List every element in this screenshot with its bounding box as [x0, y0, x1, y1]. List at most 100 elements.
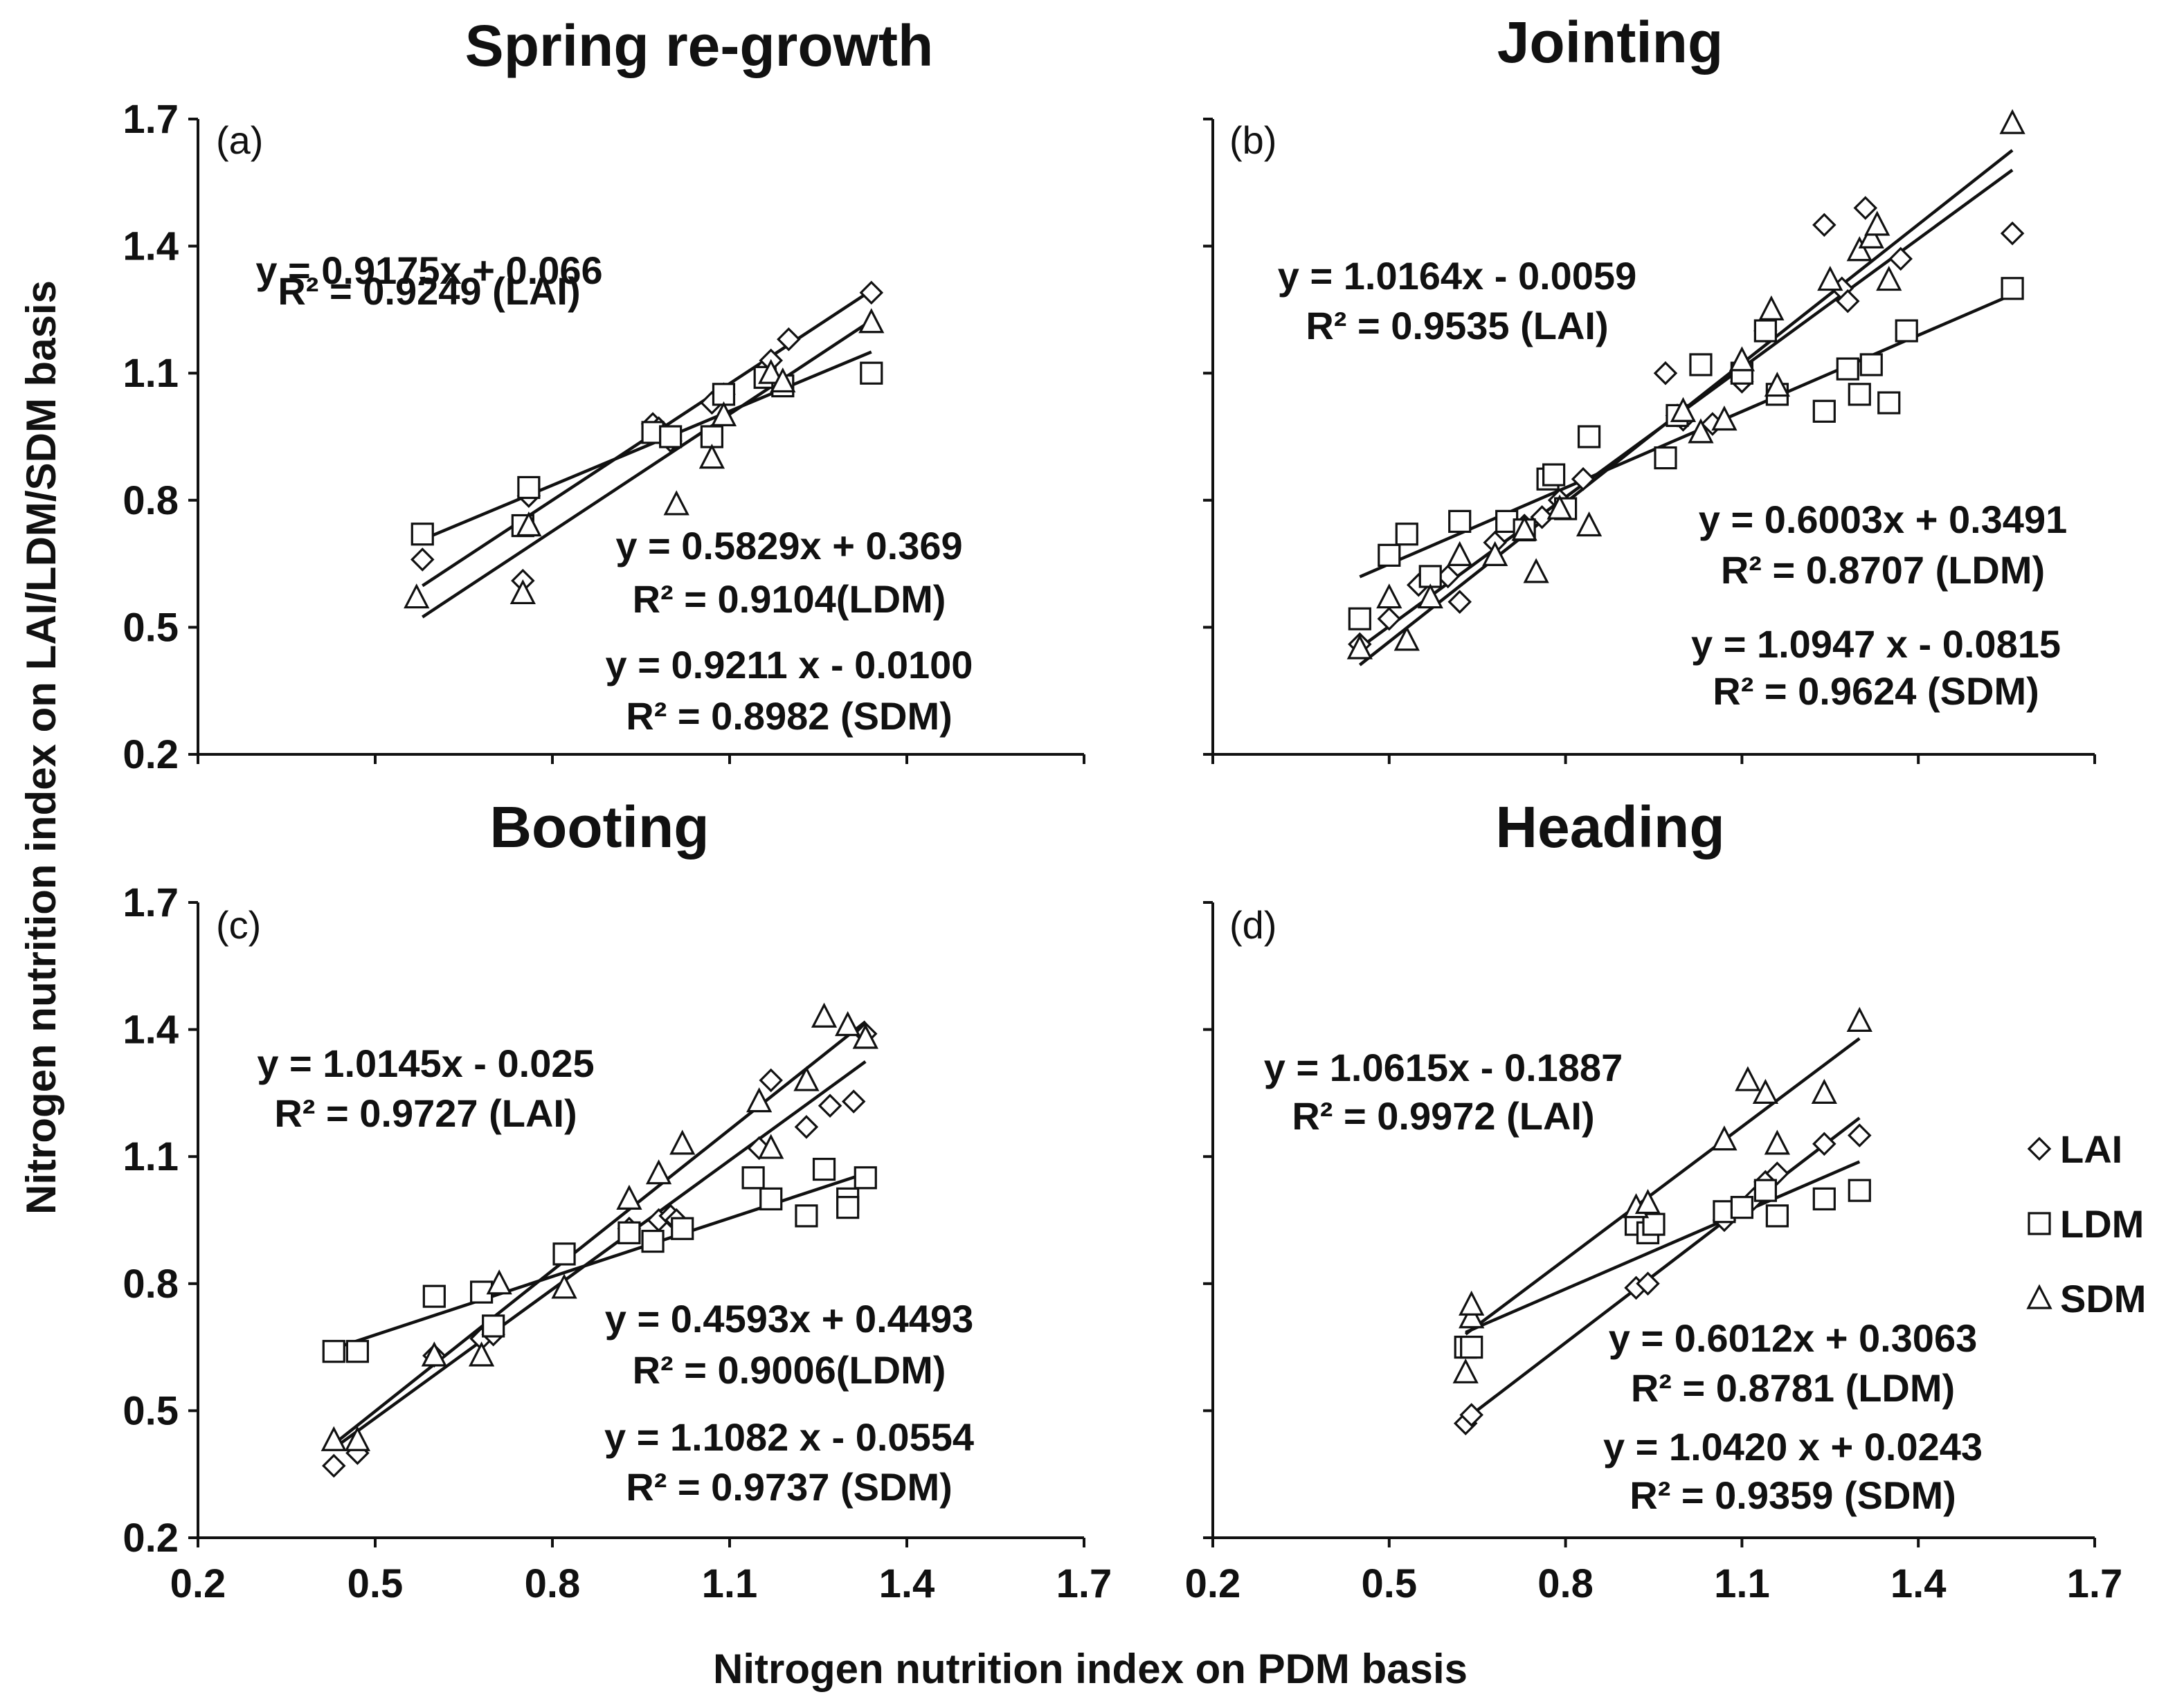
fit-line-ldm	[422, 350, 872, 541]
point-sdm	[852, 1024, 878, 1049]
point-lai	[322, 1453, 346, 1478]
point-sdm	[1670, 397, 1697, 422]
point-sdm	[404, 583, 430, 609]
y-tick-label: 0.2	[123, 732, 179, 777]
y-tick-label: 1.1	[123, 351, 179, 396]
fit-line-ldm	[1465, 1160, 1861, 1334]
point-sdm	[1688, 418, 1714, 444]
r-squared-label: R² = 0.9535 (LAI)	[1306, 304, 1608, 347]
legend-label-ldm: LDM	[2060, 1202, 2144, 1246]
y-tick-label: 0.5	[123, 605, 179, 650]
point-sdm	[645, 1159, 672, 1185]
y-tick-label: 1.7	[123, 97, 179, 142]
point-sdm	[1523, 558, 1549, 583]
point-sdm	[509, 579, 536, 605]
point-sdm	[1758, 295, 1785, 320]
x-tick-label: 0.2	[1185, 1561, 1241, 1606]
point-ldm	[1877, 391, 1901, 415]
point-ldm	[1542, 463, 1566, 487]
point-sdm	[710, 401, 737, 427]
regression-equation: y = 0.6012x + 0.3063	[1609, 1316, 1978, 1360]
point-ldm	[860, 361, 883, 385]
regression-equation: y = 0.9211 x - 0.0100	[606, 643, 973, 687]
point-ldm	[1448, 509, 1472, 534]
point-sdm	[321, 1426, 347, 1451]
point-sdm	[793, 1066, 820, 1091]
point-ldm	[659, 425, 683, 448]
point-sdm	[1811, 1078, 1837, 1105]
x-tick-label: 0.8	[525, 1561, 581, 1606]
point-ldm	[1753, 319, 1777, 343]
point-lai	[1765, 1161, 1789, 1185]
x-tick-label: 1.4	[1890, 1561, 1947, 1606]
point-sdm	[758, 1134, 784, 1159]
point-ldm	[795, 1204, 818, 1228]
point-lai	[759, 1068, 783, 1093]
point-lai	[1812, 212, 1836, 237]
regression-equation: y = 0.4593x + 0.4493	[605, 1297, 974, 1341]
point-sdm	[344, 1426, 371, 1451]
x-tick-label: 0.2	[170, 1561, 226, 1606]
point-lai	[859, 280, 884, 305]
r-squared-label: R² = 0.8982 (SDM)	[626, 694, 953, 738]
legend-label-lai: LAI	[2060, 1127, 2122, 1171]
point-sdm	[1858, 223, 1884, 248]
x-tick-label: 0.8	[1537, 1561, 1594, 1606]
point-ldm	[1460, 1335, 1483, 1359]
point-lai	[1848, 1123, 1872, 1147]
r-squared-label: R² = 0.9972 (LAI)	[1292, 1094, 1594, 1138]
point-ldm	[1812, 399, 1836, 423]
point-sdm	[1576, 511, 1603, 537]
point-sdm	[758, 358, 784, 384]
legend: LAI LDM SDM	[2026, 1127, 2146, 1320]
point-ldm	[410, 523, 434, 546]
r-squared-label: R² = 0.9104(LDM)	[633, 577, 946, 621]
point-sdm	[468, 1341, 495, 1367]
point-ldm	[1689, 353, 1713, 376]
legend-label-sdm: SDM	[2060, 1277, 2146, 1320]
panel-label: (d)	[1229, 903, 1276, 947]
point-ldm	[1730, 1196, 1753, 1219]
panel-a: Spring re-growth 0.2 0.5 0.8 1.1 1.4 1.7 (a) y =…	[123, 13, 1085, 777]
point-lai	[2000, 221, 2025, 246]
regression-equation: y = 0.6003x + 0.3491	[1699, 498, 2068, 541]
regression-equation: y = 1.0947 x - 0.0815	[1691, 622, 2061, 666]
point-ldm	[1848, 1179, 1871, 1202]
point-sdm	[663, 490, 689, 516]
point-sdm	[1764, 1129, 1790, 1155]
point-sdm	[516, 511, 542, 537]
y-tick-label: 0.8	[123, 1262, 179, 1307]
panel-c: Booting 0.2 0.5 0.8 1.1 1.4 1.7 0.2 0.5 0.8 1.1 1.4…	[123, 794, 1112, 1606]
x-tick-label: 1.1	[1714, 1561, 1770, 1606]
point-sdm	[835, 1010, 861, 1037]
r-squared-label: R² = 0.9006(LDM)	[633, 1348, 946, 1392]
point-ldm	[1378, 543, 1401, 567]
y-tick-label: 0.2	[123, 1516, 179, 1561]
point-ldm	[1654, 446, 1677, 470]
panel-title: Booting	[489, 794, 709, 860]
point-ldm	[1859, 353, 1883, 376]
point-sdm	[1376, 583, 1402, 609]
fit-line-sdm	[332, 1020, 867, 1446]
y-axis-label: Nitrogen nutrition index on LAI/LDM/SDM …	[18, 280, 64, 1215]
point-ldm	[854, 1166, 877, 1190]
point-lai	[1636, 1271, 1660, 1296]
point-lai	[818, 1093, 842, 1118]
x-tick-label: 0.5	[348, 1561, 404, 1606]
point-ldm	[517, 475, 541, 500]
point-sdm	[1482, 540, 1508, 566]
point-ldm	[1812, 1187, 1836, 1211]
point-lai	[1571, 466, 1596, 491]
point-ldm	[641, 1229, 665, 1253]
panel-title: Heading	[1495, 794, 1724, 860]
regression-equation: y = 1.1082 x - 0.0554	[604, 1415, 974, 1459]
point-ldm	[552, 1242, 576, 1266]
point-sdm	[1876, 266, 1902, 291]
fit-line-lai	[1464, 1116, 1861, 1421]
point-sdm	[421, 1341, 447, 1367]
point-ldm	[812, 1157, 836, 1181]
point-sdm	[669, 1129, 696, 1155]
point-ldm	[1848, 383, 1871, 406]
point-ldm	[836, 1196, 860, 1219]
